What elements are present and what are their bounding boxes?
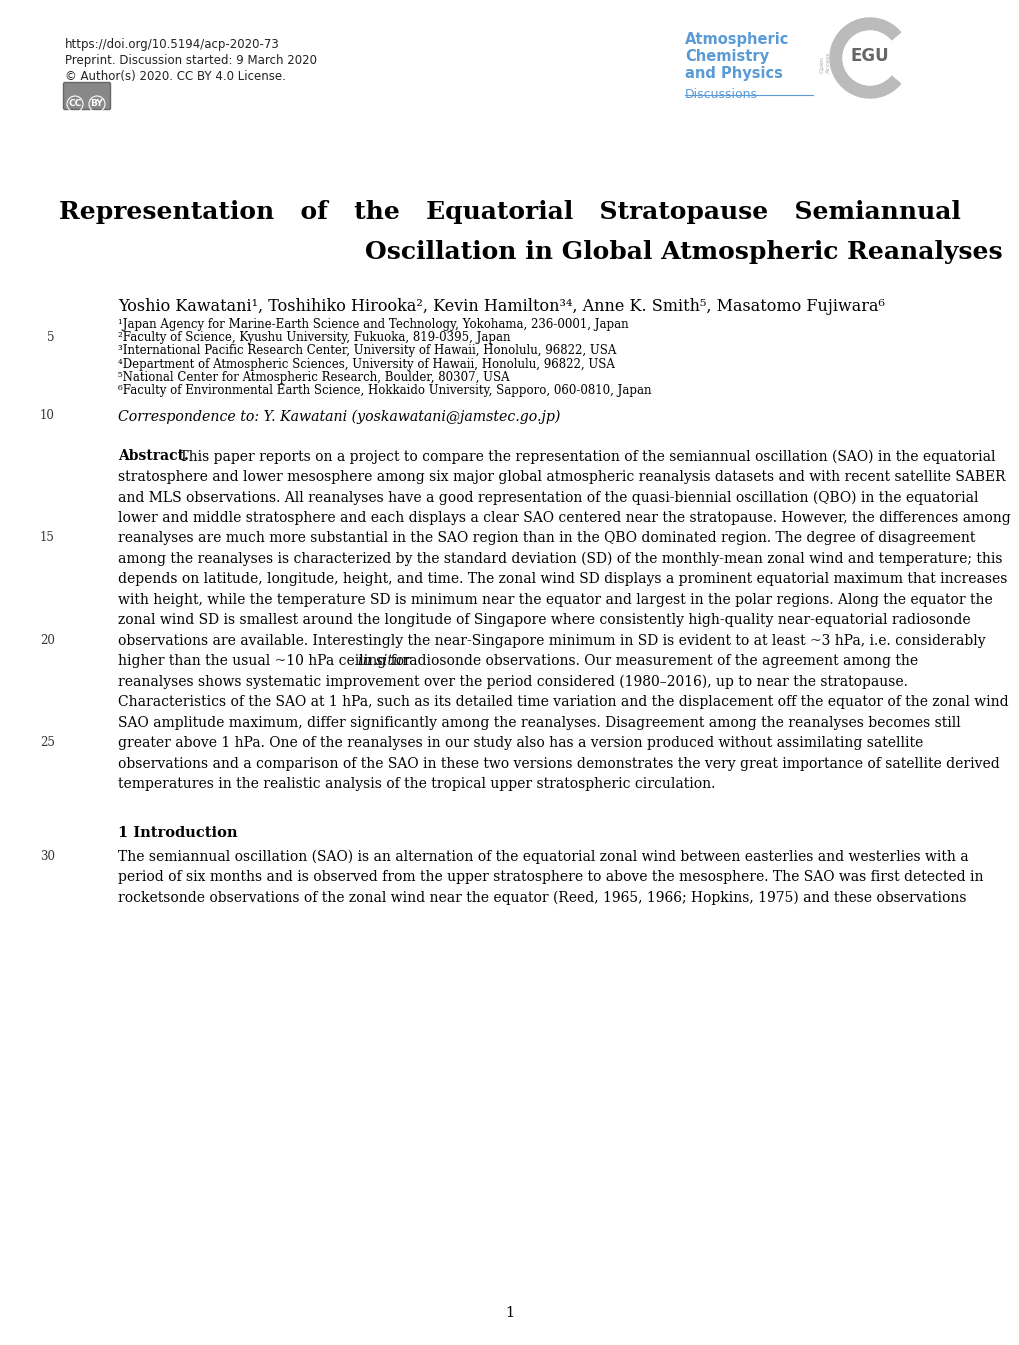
- Text: EGU: EGU: [850, 47, 889, 65]
- Text: SAO amplitude maximum, differ significantly among the reanalyses. Disagreement a: SAO amplitude maximum, differ significan…: [118, 716, 960, 730]
- Text: 25: 25: [40, 736, 55, 749]
- Text: 5: 5: [48, 331, 55, 344]
- Text: 1 Introduction: 1 Introduction: [118, 826, 237, 839]
- Text: observations and a comparison of the SAO in these two versions demonstrates the : observations and a comparison of the SAO…: [118, 757, 999, 771]
- Text: stratosphere and lower mesosphere among six major global atmospheric reanalysis : stratosphere and lower mesosphere among …: [118, 469, 1005, 484]
- Text: lower and middle stratosphere and each displays a clear SAO centered near the st: lower and middle stratosphere and each d…: [118, 511, 1010, 525]
- Text: Preprint. Discussion started: 9 March 2020: Preprint. Discussion started: 9 March 20…: [65, 54, 317, 67]
- Text: 30: 30: [40, 850, 55, 862]
- Text: 1: 1: [505, 1306, 514, 1319]
- Text: temperatures in the realistic analysis of the tropical upper stratospheric circu: temperatures in the realistic analysis o…: [118, 777, 714, 791]
- Text: BY: BY: [91, 100, 103, 108]
- Circle shape: [842, 31, 896, 85]
- Text: This paper reports on a project to compare the representation of the semiannual : This paper reports on a project to compa…: [175, 449, 995, 464]
- Text: and MLS observations. All reanalyses have a good representation of the quasi-bie: and MLS observations. All reanalyses hav…: [118, 490, 977, 504]
- FancyBboxPatch shape: [63, 82, 110, 109]
- Text: greater above 1 hPa. One of the reanalyses in our study also has a version produ: greater above 1 hPa. One of the reanalys…: [118, 736, 922, 751]
- Text: The semiannual oscillation (SAO) is an alternation of the equatorial zonal wind : The semiannual oscillation (SAO) is an a…: [118, 850, 968, 863]
- Text: zonal wind SD is smallest around the longitude of Singapore where consistently h: zonal wind SD is smallest around the lon…: [118, 613, 970, 627]
- Text: higher than the usual ~10 hPa ceiling for: higher than the usual ~10 hPa ceiling fo…: [118, 654, 415, 668]
- Text: https://doi.org/10.5194/acp-2020-73: https://doi.org/10.5194/acp-2020-73: [65, 38, 279, 51]
- Text: rocketsonde observations of the zonal wind near the equator (Reed, 1965, 1966; H: rocketsonde observations of the zonal wi…: [118, 890, 966, 905]
- Text: ⁵National Center for Atmospheric Research, Boulder, 80307, USA: ⁵National Center for Atmospheric Researc…: [118, 371, 510, 383]
- Text: and Physics: and Physics: [685, 66, 783, 81]
- Text: ²Faculty of Science, Kyushu University, Fukuoka, 819-0395, Japan: ²Faculty of Science, Kyushu University, …: [118, 331, 510, 344]
- Text: © Author(s) 2020. CC BY 4.0 License.: © Author(s) 2020. CC BY 4.0 License.: [65, 70, 285, 83]
- Text: period of six months and is observed from the upper stratosphere to above the me: period of six months and is observed fro…: [118, 870, 982, 884]
- Text: radiosonde observations. Our measurement of the agreement among the: radiosonde observations. Our measurement…: [397, 654, 917, 668]
- Text: 15: 15: [40, 531, 55, 545]
- Text: in situ: in situ: [358, 654, 401, 668]
- Text: reanalyses shows systematic improvement over the period considered (1980–2016), : reanalyses shows systematic improvement …: [118, 675, 907, 689]
- Text: Chemistry: Chemistry: [685, 48, 768, 65]
- Text: among the reanalyses is characterized by the standard deviation (SD) of the mont: among the reanalyses is characterized by…: [118, 551, 1002, 566]
- Text: Representation   of   the   Equatorial   Stratopause   Semiannual: Representation of the Equatorial Stratop…: [59, 200, 960, 225]
- Text: Correspondence to: Y. Kawatani (yoskawatani@jamstec.go.jp): Correspondence to: Y. Kawatani (yoskawat…: [118, 409, 559, 424]
- Text: Atmospheric: Atmospheric: [685, 32, 789, 47]
- Text: depends on latitude, longitude, height, and time. The zonal wind SD displays a p: depends on latitude, longitude, height, …: [118, 572, 1007, 586]
- Polygon shape: [829, 17, 900, 98]
- Text: observations are available. Interestingly the near-Singapore minimum in SD is ev: observations are available. Interestingl…: [118, 633, 984, 648]
- Text: Abstract.: Abstract.: [118, 449, 189, 463]
- Text: ⁴Department of Atmospheric Sciences, University of Hawaii, Honolulu, 96822, USA: ⁴Department of Atmospheric Sciences, Uni…: [118, 358, 614, 371]
- Text: Characteristics of the SAO at 1 hPa, such as its detailed time variation and the: Characteristics of the SAO at 1 hPa, suc…: [118, 695, 1008, 709]
- Text: with height, while the temperature SD is minimum near the equator and largest in: with height, while the temperature SD is…: [118, 593, 991, 607]
- Text: ⁶Faculty of Environmental Earth Science, Hokkaido University, Sapporo, 060-0810,: ⁶Faculty of Environmental Earth Science,…: [118, 385, 651, 397]
- Text: Discussions: Discussions: [685, 87, 757, 101]
- Text: ¹Japan Agency for Marine-Earth Science and Technology, Yokohama, 236-0001, Japan: ¹Japan Agency for Marine-Earth Science a…: [118, 317, 628, 331]
- Text: reanalyses are much more substantial in the SAO region than in the QBO dominated: reanalyses are much more substantial in …: [118, 531, 974, 545]
- Text: 10: 10: [40, 409, 55, 422]
- Text: CC: CC: [68, 100, 82, 108]
- Text: Oscillation in Global Atmospheric Reanalyses: Oscillation in Global Atmospheric Reanal…: [365, 239, 1002, 264]
- Text: Yoshio Kawatani¹, Toshihiko Hirooka², Kevin Hamilton³⁴, Anne K. Smith⁵, Masatomo: Yoshio Kawatani¹, Toshihiko Hirooka², Ke…: [118, 299, 884, 315]
- Text: ³International Pacific Research Center, University of Hawaii, Honolulu, 96822, U: ³International Pacific Research Center, …: [118, 344, 615, 358]
- Text: 20: 20: [40, 633, 55, 647]
- Text: Open
Access: Open Access: [819, 51, 830, 73]
